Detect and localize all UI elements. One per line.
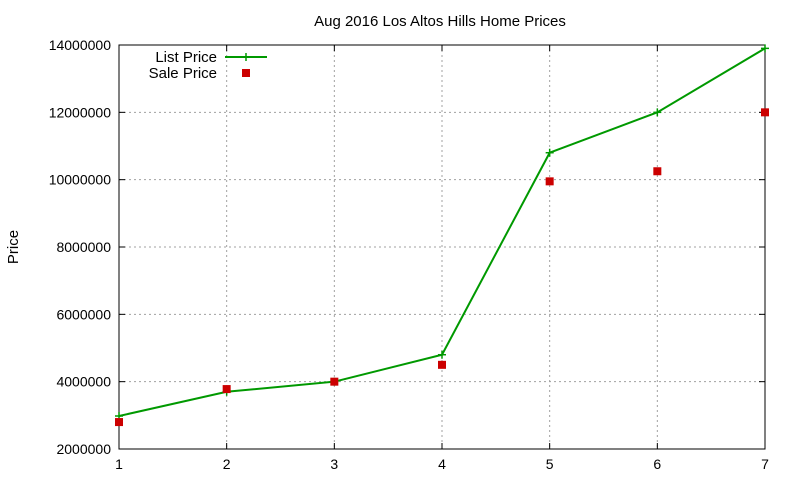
x-tick-label: 3 [330, 456, 338, 472]
sale-price-point [222, 385, 231, 394]
x-tick-label: 5 [546, 456, 554, 472]
axis-ticks: 2000000 4000000 6000000 8000000 10000000 1200… [49, 37, 769, 472]
sale-price-point [545, 177, 554, 186]
legend-square-marker [242, 69, 250, 77]
legend-label: List Price [155, 49, 217, 66]
list-price-point [761, 44, 769, 53]
x-tick-label: 1 [115, 456, 123, 472]
x-tick-label: 7 [761, 456, 769, 472]
y-tick-label: 14000000 [49, 37, 112, 53]
list-price-point [653, 108, 662, 117]
x-tick-label: 6 [653, 456, 661, 472]
y-tick-label: 4000000 [56, 374, 111, 390]
sale-price-point [761, 108, 769, 117]
y-tick-label: 2000000 [56, 441, 111, 457]
y-tick-label: 10000000 [49, 172, 112, 188]
legend-label: Sale Price [149, 65, 217, 82]
x-tick-label: 4 [438, 456, 446, 472]
list-price-point [545, 148, 554, 157]
y-tick-label: 12000000 [49, 104, 112, 120]
y-tick-label: 8000000 [56, 239, 111, 255]
sale-price-point [653, 167, 662, 176]
y-axis-label: Price [5, 230, 22, 264]
legend-plus-marker [242, 53, 250, 61]
sale-price-point [115, 418, 123, 427]
chart-title: Aug 2016 Los Altos Hills Home Prices [314, 13, 566, 30]
x-tick-label: 2 [223, 456, 231, 472]
list-price-point [438, 350, 446, 359]
series-layer [115, 44, 769, 427]
plot-frame [118, 44, 766, 450]
sale-price-point [438, 360, 446, 369]
y-tick-label: 6000000 [56, 306, 111, 322]
sale-price-point [330, 377, 339, 386]
